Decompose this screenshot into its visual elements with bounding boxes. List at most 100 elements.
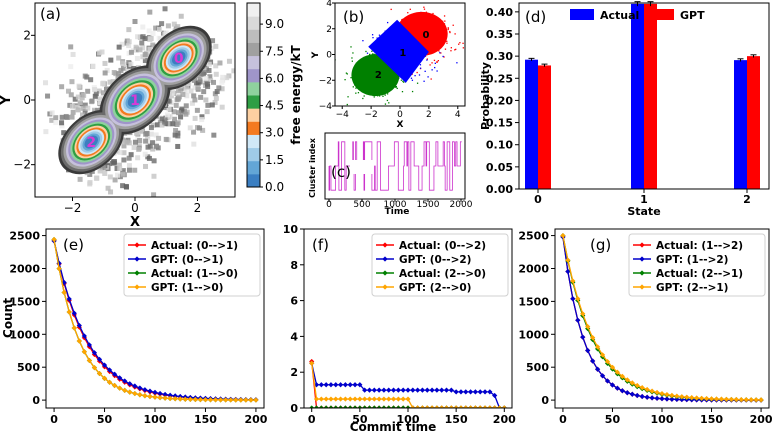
panel-a-cell bbox=[208, 78, 214, 84]
panel-b-point bbox=[418, 74, 421, 76]
panel-a-cell bbox=[84, 74, 90, 80]
ytick-label: 0 bbox=[541, 394, 549, 407]
panel-a-cell bbox=[120, 60, 126, 66]
series-marker bbox=[238, 397, 244, 403]
series-marker bbox=[629, 380, 635, 386]
panel-c-timeseries: (c) 0 500 1000 1500 2000 Time Cluster index bbox=[308, 133, 473, 217]
series-marker bbox=[157, 390, 163, 397]
series-marker bbox=[624, 390, 630, 396]
panel-a-cell bbox=[201, 89, 207, 95]
ytick-label: 1000 bbox=[518, 328, 549, 341]
panel-a-cell bbox=[142, 52, 148, 58]
series-marker bbox=[429, 387, 435, 393]
panel-b-point bbox=[447, 28, 449, 31]
legend-marker bbox=[134, 256, 140, 262]
series-marker bbox=[147, 388, 153, 394]
series-marker bbox=[477, 405, 483, 408]
panel-a-cell bbox=[111, 160, 117, 166]
panel-b-point bbox=[444, 48, 447, 50]
panel-c-xlabel: Time bbox=[385, 207, 410, 217]
panel-a-cell bbox=[67, 102, 73, 108]
series-marker bbox=[352, 405, 358, 408]
xtick-label: 100 bbox=[651, 413, 674, 426]
panel-a-cell bbox=[175, 24, 181, 30]
series-marker bbox=[137, 385, 143, 391]
panel-a-cell bbox=[88, 77, 94, 83]
panel-d-ytick-label: 0.30 bbox=[486, 50, 513, 63]
series-marker bbox=[604, 358, 611, 365]
panel-a-cell bbox=[191, 77, 197, 83]
panel-b-point bbox=[427, 76, 429, 78]
series-marker bbox=[463, 405, 469, 408]
panel-b-point bbox=[454, 49, 456, 51]
panel-b-point bbox=[384, 94, 386, 96]
series-marker bbox=[758, 397, 764, 403]
series-marker bbox=[434, 387, 440, 393]
panel-a-cell bbox=[85, 88, 91, 94]
series-marker bbox=[482, 405, 488, 408]
legend-label: GPT: (1-->2) bbox=[656, 254, 728, 266]
panel-d-ytick-label: 0.10 bbox=[486, 139, 513, 152]
panel-b-point bbox=[416, 71, 418, 74]
series-marker bbox=[565, 268, 571, 275]
panel-a-cell bbox=[187, 125, 193, 131]
panel-a-cell bbox=[80, 105, 86, 111]
panel-a-cell bbox=[171, 116, 177, 122]
panel-b-point bbox=[431, 62, 433, 64]
panel-b-point bbox=[450, 50, 452, 52]
series-marker bbox=[142, 387, 148, 393]
panel-b-point bbox=[345, 72, 348, 74]
panel-a-cell bbox=[175, 143, 181, 149]
series-marker bbox=[167, 392, 173, 398]
panel-b-xtick-label: 4 bbox=[455, 110, 461, 120]
panel-series bbox=[560, 232, 764, 403]
panel-b-point bbox=[346, 103, 348, 106]
panel-a-cell bbox=[120, 168, 126, 174]
series-marker bbox=[132, 390, 138, 397]
panel-b-ytick-label: −4 bbox=[319, 102, 333, 112]
panel-b-scatter: 0 1 2 (b) −4 −2 0 2 4 4 2 0 −2 −4 X Y bbox=[311, 0, 465, 130]
panel-b-point bbox=[424, 1, 425, 2]
series-marker bbox=[51, 236, 57, 243]
panel-a-cell bbox=[43, 129, 49, 135]
series-marker bbox=[333, 396, 339, 402]
colorbar-tick-label: 6.0 bbox=[265, 71, 284, 85]
panel-a-cell bbox=[180, 91, 186, 97]
series-marker bbox=[323, 382, 329, 388]
legend-label: Actual: (0-->1) bbox=[151, 240, 238, 252]
panel-a-cell bbox=[195, 85, 201, 91]
panel-a-contours bbox=[43, 6, 235, 212]
series-marker bbox=[738, 397, 744, 403]
panel-frame bbox=[303, 228, 513, 409]
legend-label: GPT: (2-->0) bbox=[399, 282, 471, 294]
panel-b-point bbox=[346, 73, 348, 75]
panel-a-cell bbox=[159, 122, 165, 128]
panel-b-point bbox=[382, 110, 383, 111]
panel-b-point bbox=[423, 80, 425, 82]
series-marker bbox=[482, 389, 488, 395]
panel-b-point bbox=[350, 77, 352, 79]
series-marker bbox=[132, 383, 138, 389]
legend-marker bbox=[639, 256, 645, 262]
panel-b-point bbox=[438, 50, 440, 52]
series-marker bbox=[218, 397, 224, 403]
series-marker bbox=[443, 387, 450, 393]
panel-a-cell bbox=[148, 125, 154, 131]
panel-a-cell bbox=[110, 79, 116, 85]
panel-a-cell bbox=[85, 105, 91, 111]
colorbar-tick-label: 1.5 bbox=[265, 153, 284, 167]
panel-b-point bbox=[350, 46, 352, 48]
panel-b-cluster-label: 0 bbox=[423, 30, 430, 41]
series-marker bbox=[448, 387, 454, 393]
panel-a-cell bbox=[110, 207, 115, 212]
panel-b-xtick-label: 2 bbox=[426, 110, 432, 120]
panel-a-cell bbox=[81, 92, 87, 98]
panel-a-cell bbox=[117, 149, 123, 155]
legend-frame bbox=[123, 233, 261, 297]
panel-a-cell bbox=[220, 74, 226, 80]
panel-a-cell bbox=[171, 109, 177, 115]
panel-a-cell bbox=[166, 121, 172, 127]
panel-b-point bbox=[426, 59, 428, 61]
series-marker bbox=[337, 396, 344, 402]
